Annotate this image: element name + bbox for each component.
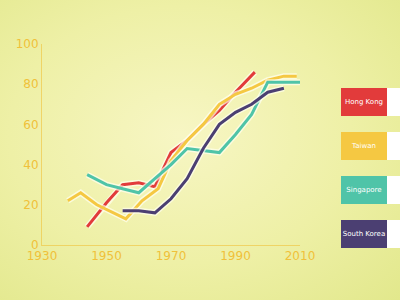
svg-text:1930: 1930 — [27, 249, 58, 263]
html-text:Taiwan: Taiwan — [352, 142, 376, 150]
svg-text:40: 40 — [23, 158, 38, 172]
svg-text:1990: 1990 — [220, 249, 251, 263]
html-text:South Korea: South Korea — [342, 230, 386, 238]
svg-text:1970: 1970 — [156, 249, 187, 263]
svg-text:0: 0 — [31, 238, 39, 252]
svg-text:100: 100 — [16, 37, 39, 51]
svg-text:2010: 2010 — [285, 249, 316, 263]
html-text:Hong Kong: Hong Kong — [345, 98, 383, 106]
svg-text:80: 80 — [23, 77, 38, 91]
html-text:Singapore: Singapore — [346, 186, 382, 194]
svg-text:1950: 1950 — [91, 249, 122, 263]
svg-text:60: 60 — [23, 118, 38, 132]
svg-text:20: 20 — [23, 198, 38, 212]
